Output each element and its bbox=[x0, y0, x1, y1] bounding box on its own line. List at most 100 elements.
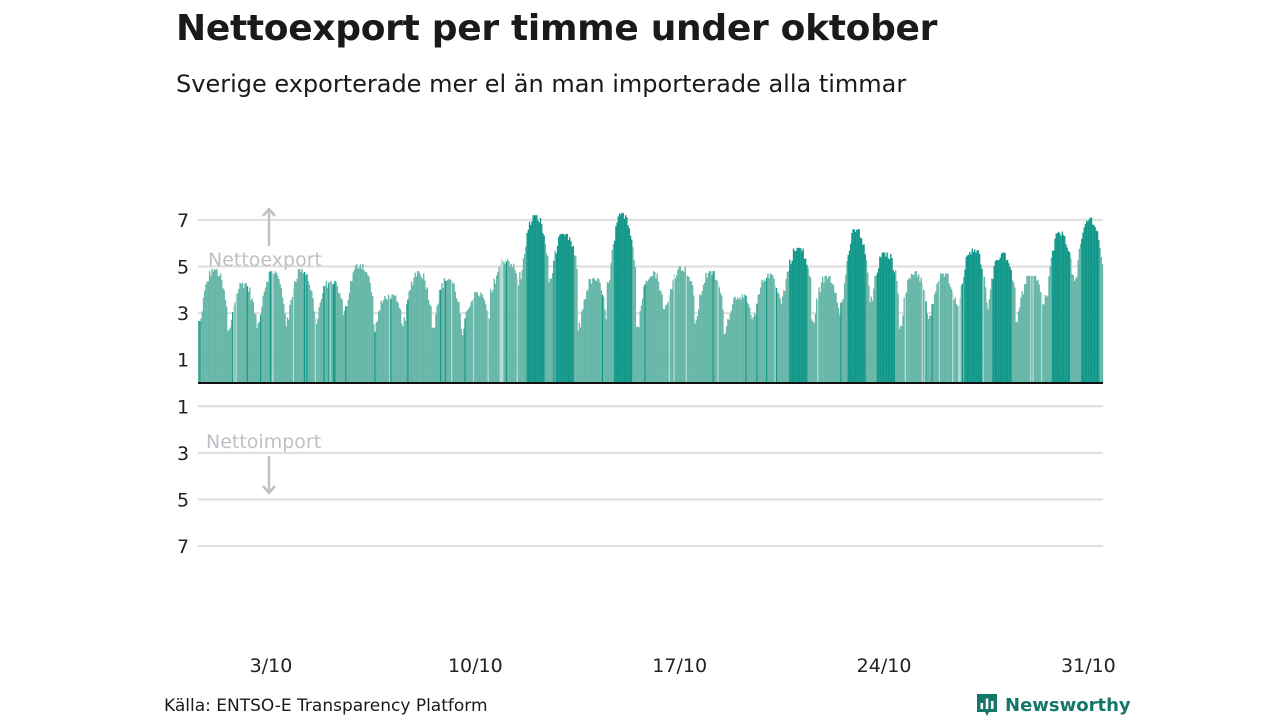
y-tick-label: 1 bbox=[177, 350, 189, 372]
hour-bar bbox=[438, 289, 441, 383]
y-tick-label: 1 bbox=[177, 396, 189, 418]
chart-subtitle: Sverige exporterade mer el än man import… bbox=[176, 70, 907, 98]
hour-bar bbox=[401, 323, 403, 383]
hour-bar bbox=[1010, 270, 1012, 383]
hour-bar bbox=[333, 283, 335, 383]
hour-bar bbox=[989, 289, 992, 383]
hour-bar bbox=[1039, 291, 1042, 383]
hour-bar bbox=[414, 272, 416, 383]
hour-bar bbox=[300, 272, 302, 383]
hour-bar bbox=[921, 283, 924, 383]
hour-bar bbox=[663, 309, 666, 383]
hour-bar bbox=[341, 299, 343, 383]
hour-bar bbox=[235, 293, 238, 383]
hour-bar bbox=[920, 277, 922, 383]
hour-bar bbox=[560, 233, 562, 383]
hour-bar bbox=[1048, 276, 1050, 383]
hour-bar bbox=[542, 233, 544, 383]
hour-bar bbox=[982, 276, 984, 383]
hour-bar bbox=[498, 266, 500, 383]
hour-bar bbox=[261, 306, 263, 383]
hour-bar bbox=[600, 290, 602, 383]
hour-bar bbox=[701, 291, 703, 383]
hour-bar bbox=[385, 298, 387, 383]
hour-bar bbox=[644, 284, 646, 383]
hour-bar bbox=[819, 292, 821, 383]
hour-bar bbox=[617, 216, 620, 383]
hour-bar bbox=[971, 248, 973, 383]
hour-bar bbox=[558, 236, 560, 383]
hour-bar bbox=[526, 233, 528, 383]
hour-bar bbox=[766, 277, 768, 383]
hour-bar bbox=[541, 223, 543, 383]
hour-bar bbox=[1031, 275, 1033, 383]
hour-bar bbox=[598, 279, 600, 383]
hour-bar bbox=[525, 246, 527, 383]
hour-bar bbox=[1011, 280, 1014, 383]
hour-bar bbox=[728, 319, 730, 383]
hour-bar bbox=[628, 228, 630, 383]
hour-bar bbox=[690, 281, 693, 383]
hour-bar bbox=[965, 256, 967, 383]
hour-bar bbox=[691, 285, 694, 383]
hour-bar bbox=[425, 289, 427, 383]
hour-bar bbox=[837, 307, 840, 383]
hour-bar bbox=[380, 300, 382, 383]
hour-bar bbox=[544, 243, 547, 383]
hour-bar bbox=[913, 274, 915, 383]
x-tick-label: 31/10 bbox=[1061, 655, 1116, 677]
hour-bar bbox=[761, 279, 763, 383]
hour-bar bbox=[1020, 297, 1022, 383]
hour-bar bbox=[738, 299, 740, 383]
hour-bar bbox=[609, 280, 611, 383]
hour-bar bbox=[528, 221, 531, 383]
hour-bar bbox=[359, 264, 362, 383]
hour-bar bbox=[440, 289, 442, 383]
y-tick-label: 5 bbox=[177, 257, 189, 279]
hour-bar bbox=[739, 297, 741, 383]
hour-bar bbox=[588, 279, 590, 383]
hour-bar bbox=[991, 278, 993, 383]
hour-bar bbox=[1073, 280, 1076, 383]
hour-bar bbox=[1004, 253, 1006, 383]
hour-bar bbox=[1019, 307, 1021, 383]
hour-bar bbox=[1025, 283, 1027, 383]
hour-bar bbox=[446, 280, 448, 383]
hour-bar bbox=[522, 258, 525, 383]
hour-bar bbox=[1028, 275, 1031, 383]
hour-bar bbox=[831, 283, 834, 383]
hour-bar bbox=[877, 268, 880, 383]
hour-bar bbox=[465, 311, 467, 383]
newsworthy-logo-icon bbox=[977, 694, 997, 716]
hour-bar bbox=[963, 276, 965, 383]
hour-bar bbox=[584, 299, 587, 383]
hour-bar bbox=[577, 330, 579, 383]
hour-bar bbox=[398, 307, 401, 383]
hour-bar bbox=[260, 314, 262, 383]
hour-bar bbox=[1051, 250, 1054, 383]
hour-bar bbox=[1045, 296, 1048, 383]
hour-bar bbox=[554, 250, 556, 383]
hour-bar bbox=[908, 277, 910, 383]
hour-bar bbox=[798, 247, 801, 383]
hour-bar bbox=[676, 275, 678, 383]
hour-bar bbox=[487, 317, 489, 383]
hour-bar bbox=[616, 222, 618, 383]
hour-bar bbox=[725, 326, 728, 383]
hour-bar bbox=[324, 286, 326, 383]
hour-bar bbox=[437, 303, 439, 383]
hour-bar bbox=[871, 300, 874, 383]
hour-bar bbox=[959, 297, 961, 383]
hour-bar bbox=[253, 313, 256, 383]
hour-bar bbox=[470, 301, 472, 383]
hour-bar bbox=[551, 273, 554, 383]
hour-bar bbox=[406, 304, 408, 383]
hour-bar bbox=[578, 322, 581, 383]
hour-bar bbox=[717, 281, 719, 383]
hour-bar bbox=[288, 319, 290, 383]
hour-bar bbox=[854, 231, 857, 383]
hour-bar bbox=[623, 218, 626, 383]
hour-bar bbox=[985, 287, 987, 383]
hour-bar bbox=[232, 311, 234, 383]
hour-bar bbox=[814, 313, 817, 383]
